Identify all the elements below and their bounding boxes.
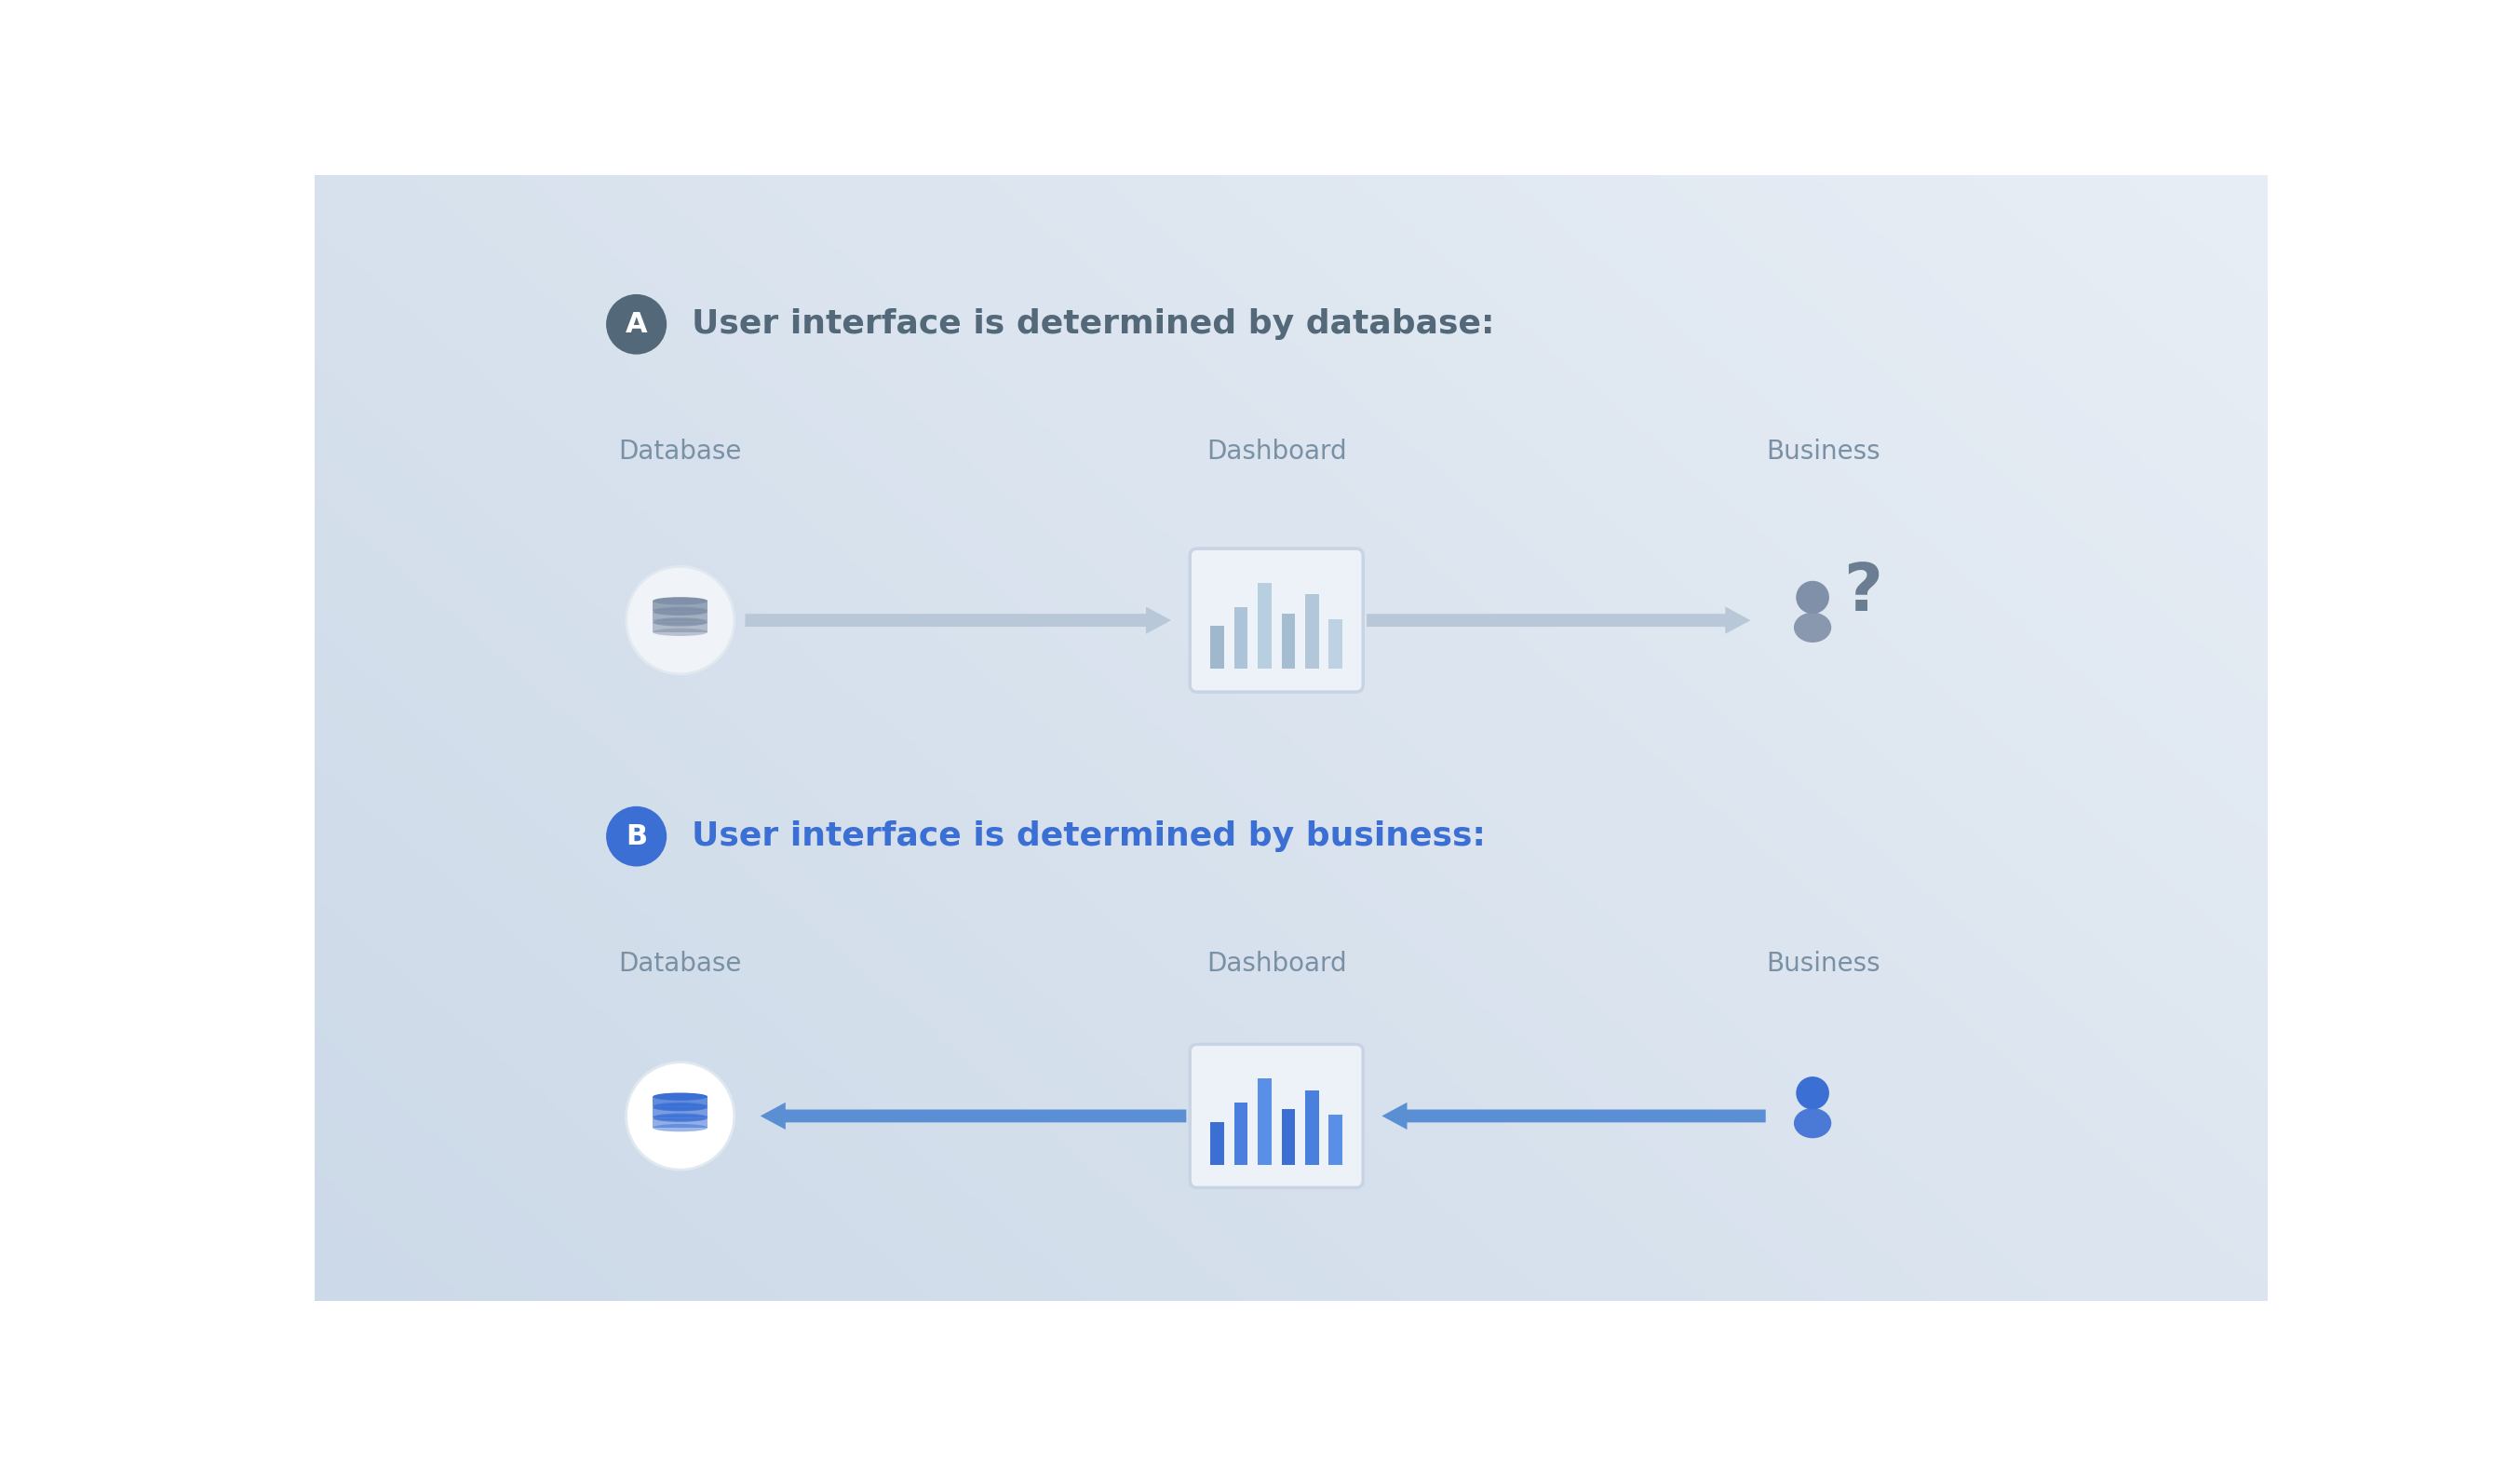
Bar xyxy=(1328,1116,1343,1165)
Bar xyxy=(653,611,708,621)
Ellipse shape xyxy=(653,617,708,626)
Ellipse shape xyxy=(653,1104,708,1111)
Bar xyxy=(1305,595,1318,670)
Bar xyxy=(653,1118,708,1127)
FancyArrow shape xyxy=(746,607,1172,635)
Text: User interface is determined by business:: User interface is determined by business… xyxy=(693,820,1487,852)
Text: ?: ? xyxy=(1845,561,1882,626)
Ellipse shape xyxy=(653,1124,708,1132)
Circle shape xyxy=(1797,1076,1830,1110)
Circle shape xyxy=(625,1063,733,1170)
Bar xyxy=(1257,1079,1273,1165)
Ellipse shape xyxy=(653,618,708,626)
Ellipse shape xyxy=(1794,613,1832,642)
Ellipse shape xyxy=(653,629,708,636)
Ellipse shape xyxy=(653,1114,708,1121)
Text: A: A xyxy=(625,311,648,338)
Bar xyxy=(653,1107,708,1117)
Bar xyxy=(1210,1121,1225,1165)
Text: Database: Database xyxy=(617,439,741,465)
Bar xyxy=(653,623,708,632)
FancyArrow shape xyxy=(1381,1102,1767,1130)
Bar xyxy=(1283,614,1295,670)
Ellipse shape xyxy=(653,1092,708,1101)
FancyBboxPatch shape xyxy=(1189,548,1363,692)
Bar xyxy=(1210,626,1225,670)
Bar xyxy=(1235,607,1247,670)
Circle shape xyxy=(607,806,668,867)
FancyArrow shape xyxy=(1366,607,1751,635)
Bar xyxy=(1305,1091,1318,1165)
Bar xyxy=(1328,620,1343,670)
Bar xyxy=(1235,1102,1247,1165)
Text: Dashboard: Dashboard xyxy=(1207,950,1346,977)
Ellipse shape xyxy=(653,1113,708,1121)
Bar xyxy=(1257,583,1273,670)
Text: Dashboard: Dashboard xyxy=(1207,439,1346,465)
Bar xyxy=(1283,1110,1295,1165)
Circle shape xyxy=(625,566,733,674)
Circle shape xyxy=(607,294,668,354)
Bar xyxy=(653,1096,708,1107)
Ellipse shape xyxy=(1794,1108,1832,1139)
Text: Business: Business xyxy=(1767,439,1880,465)
Ellipse shape xyxy=(653,608,708,616)
Ellipse shape xyxy=(653,596,708,605)
Text: B: B xyxy=(625,823,648,849)
Text: Database: Database xyxy=(617,950,741,977)
FancyArrow shape xyxy=(761,1102,1187,1130)
Ellipse shape xyxy=(653,607,708,614)
Ellipse shape xyxy=(653,1102,708,1110)
Text: User interface is determined by database:: User interface is determined by database… xyxy=(693,308,1494,341)
Text: Business: Business xyxy=(1767,950,1880,977)
Bar xyxy=(653,601,708,611)
Circle shape xyxy=(1797,580,1830,614)
FancyBboxPatch shape xyxy=(1189,1044,1363,1187)
